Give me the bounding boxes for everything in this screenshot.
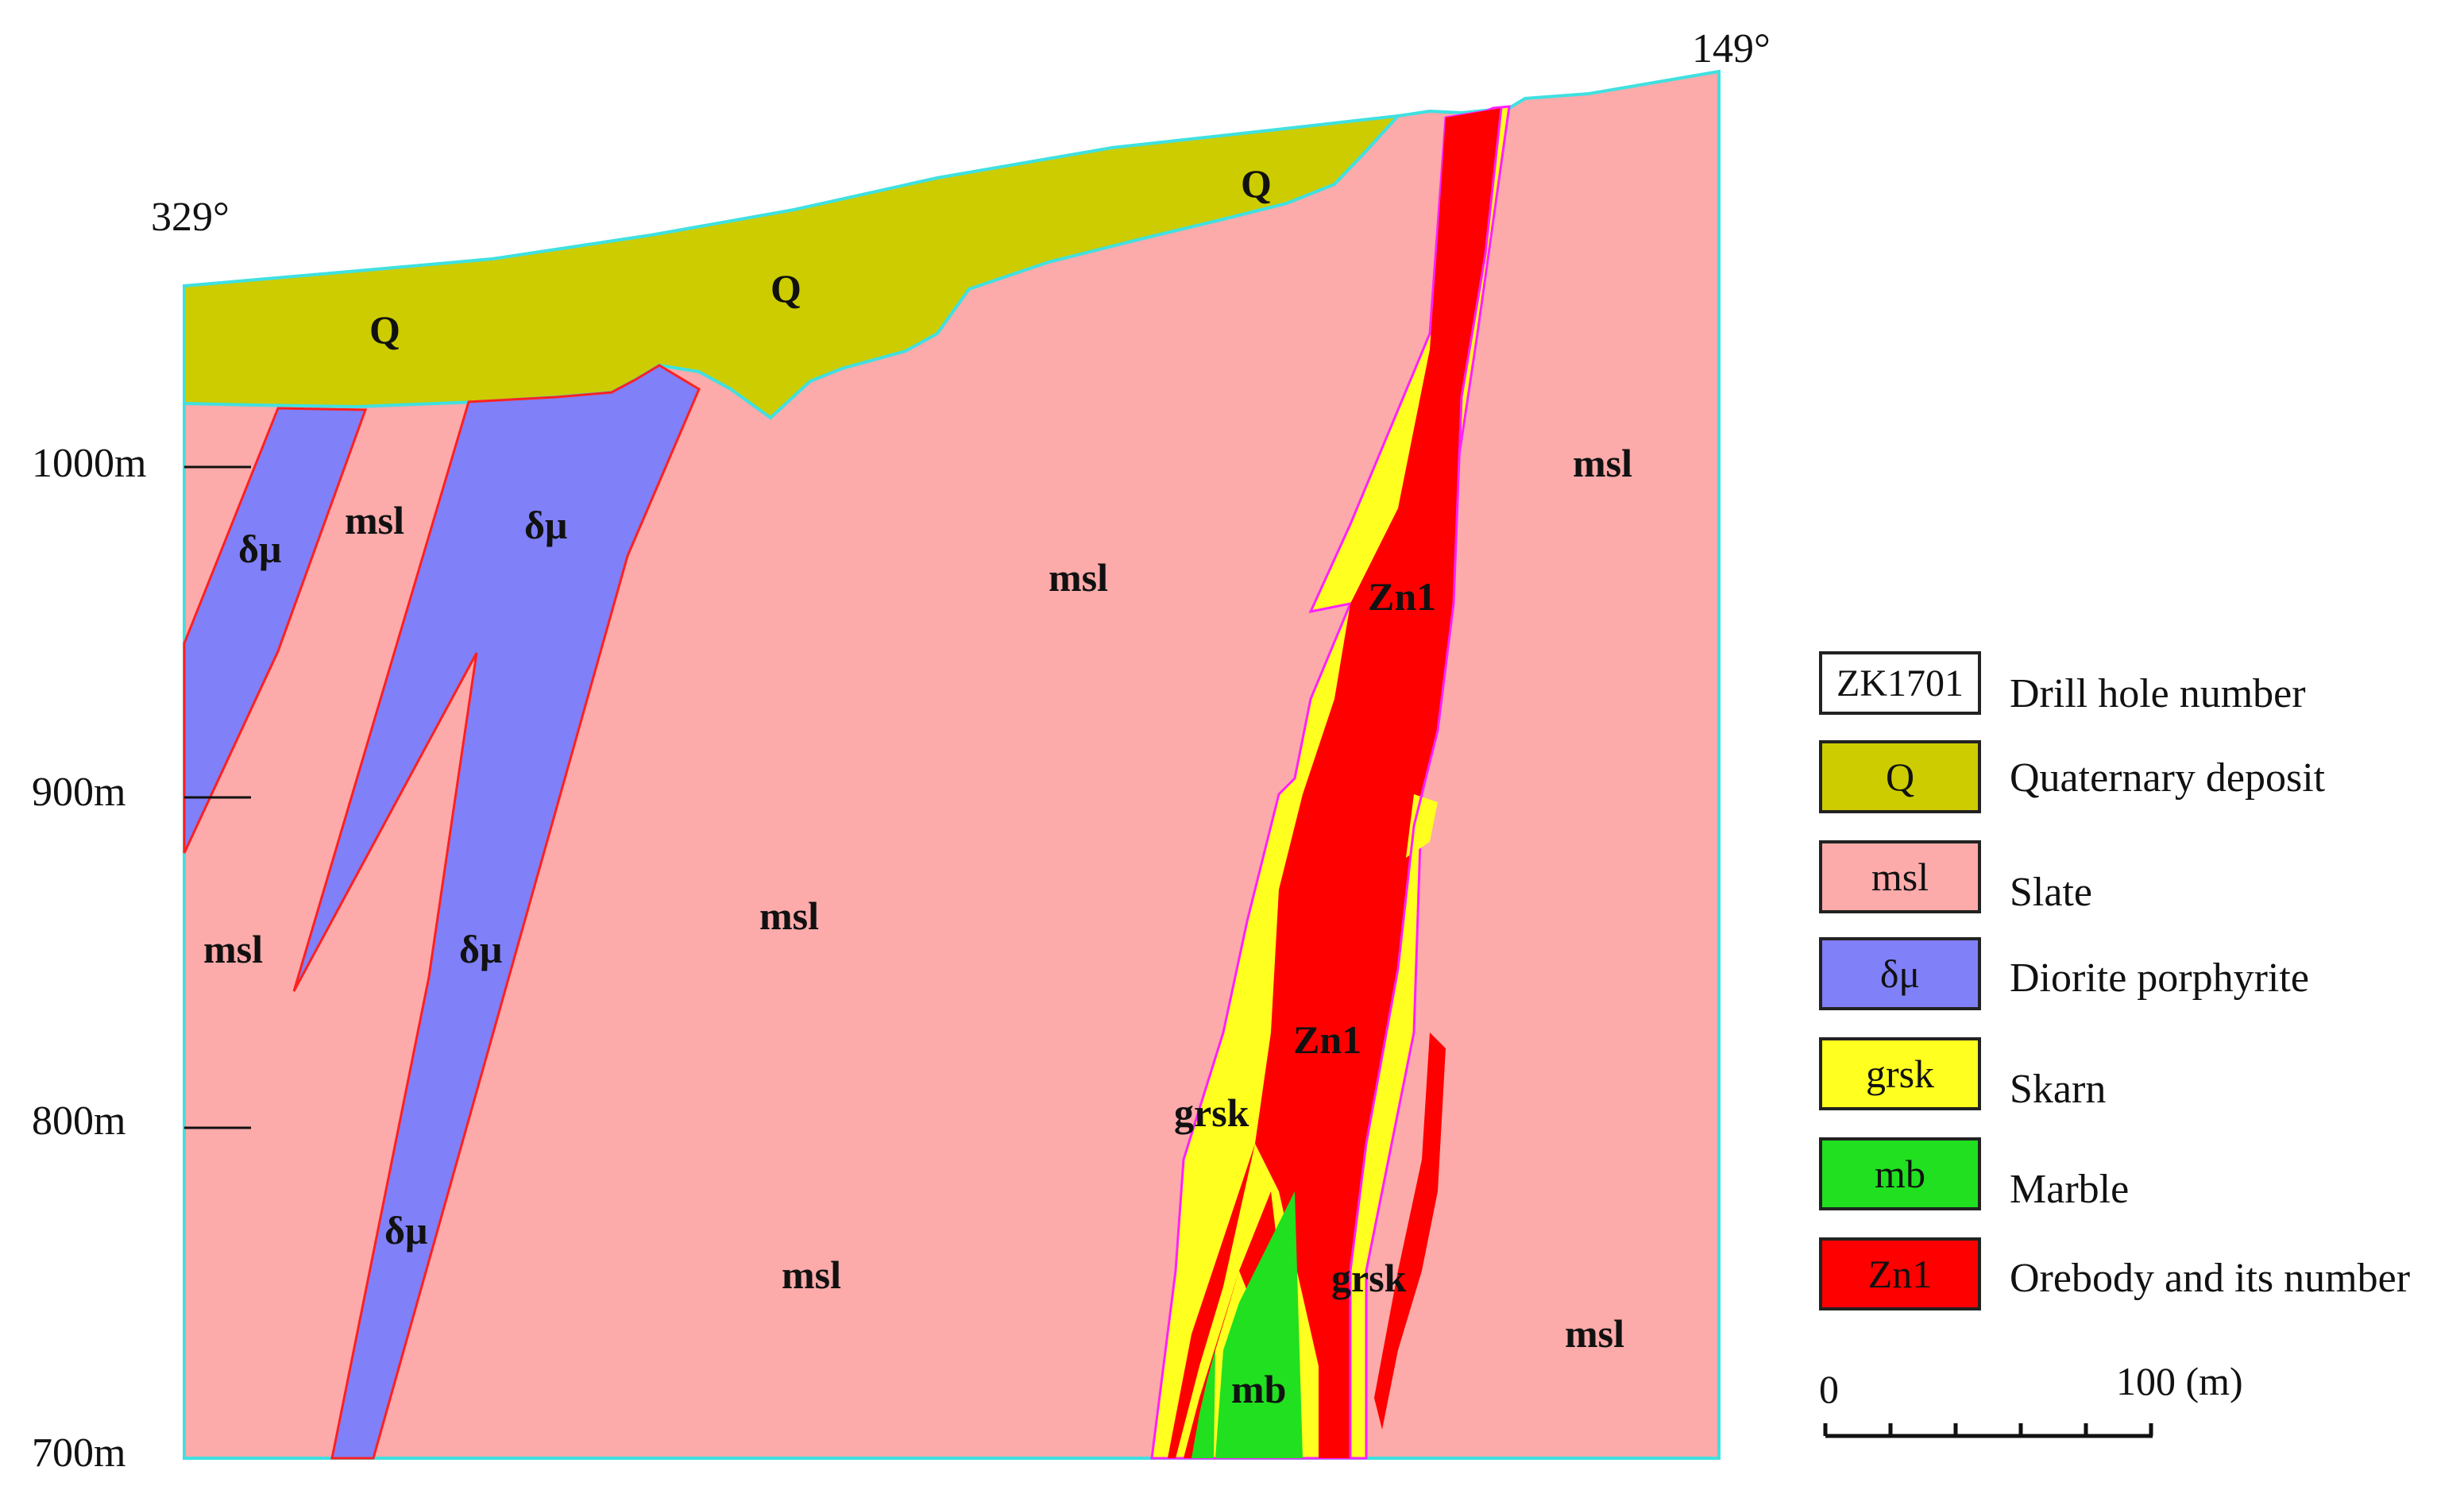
- legend-item-quaternary: Q Quaternary deposit: [1819, 740, 2454, 820]
- unit-label-q: Q: [1241, 161, 1272, 206]
- orebody-pod: [1374, 1032, 1446, 1430]
- legend-text-drill-hole: Drill hole number: [2010, 671, 2306, 716]
- scale-start-label: 0: [1819, 1367, 1839, 1411]
- legend-text-skarn: Skarn: [2010, 1067, 2107, 1112]
- legend-swatch-diorite: δμ: [1819, 937, 1981, 1010]
- unit-label-slate: msl: [782, 1252, 841, 1297]
- marble-body-small: [1191, 1350, 1215, 1458]
- unit-label-slate: msl: [1573, 441, 1632, 485]
- legend-item-drill-hole: ZK1701 Drill hole number: [1819, 651, 2454, 731]
- legend-swatch-slate: msl: [1819, 840, 1981, 913]
- azimuth-right-label: 149°: [1692, 26, 1771, 71]
- legend-item-diorite: δμ Diorite porphyrite: [1819, 937, 2454, 1017]
- diorite-dike-main: [292, 364, 701, 1460]
- unit-label-slate: msl: [345, 498, 404, 542]
- legend-text-slate: Slate: [2010, 870, 2092, 915]
- legend-item-orebody: Zn1 Orebody and its number: [1819, 1237, 2454, 1317]
- unit-label-q: Q: [369, 307, 400, 352]
- unit-label-orebody: Zn1: [1293, 1017, 1361, 1062]
- unit-label-marble: mb: [1231, 1367, 1286, 1411]
- orebody-pod: [1406, 794, 1438, 858]
- unit-label-q: Q: [770, 266, 801, 311]
- elevation-label-700: 700m: [32, 1430, 126, 1476]
- legend-item-skarn: grsk Skarn: [1819, 1037, 2454, 1117]
- unit-label-skarn: grsk: [1331, 1256, 1407, 1300]
- legend-swatch-quaternary: Q: [1819, 740, 1981, 813]
- orebody-zn1: [1168, 108, 1501, 1458]
- legend-swatch-skarn: grsk: [1819, 1037, 1981, 1110]
- unit-label-diorite: δμ: [384, 1208, 427, 1252]
- legend-swatch-drill-hole: ZK1701: [1819, 651, 1981, 715]
- unit-label-slate: msl: [1049, 555, 1108, 600]
- elevation-label-1000: 1000m: [32, 441, 146, 486]
- marble-body: [1215, 1191, 1303, 1458]
- elevation-label-900: 900m: [32, 770, 126, 815]
- legend-text-orebody: Orebody and its number: [2010, 1256, 2411, 1301]
- unit-label-diorite: δμ: [524, 503, 567, 547]
- scale-bar-line: [1823, 1423, 2153, 1438]
- unit-label-diorite: δμ: [238, 527, 281, 571]
- legend-text-marble: Marble: [2010, 1167, 2130, 1212]
- unit-label-slate: msl: [203, 927, 263, 971]
- unit-label-slate: msl: [1565, 1311, 1624, 1356]
- scale-end-label: 100 (m): [2116, 1359, 2243, 1403]
- diorite-dike-left: [183, 407, 368, 854]
- unit-label-orebody: Zn1: [1368, 574, 1436, 619]
- unit-label-skarn: grsk: [1174, 1090, 1249, 1135]
- azimuth-left-label: 329°: [151, 195, 230, 240]
- scale-bar: 0 100 (m): [1819, 1350, 2243, 1453]
- legend-text-diorite: Diorite porphyrite: [2010, 955, 2309, 1001]
- unit-label-diorite: δμ: [459, 927, 502, 971]
- legend-text-quaternary: Quaternary deposit: [2010, 755, 2326, 801]
- legend-item-slate: msl Slate: [1819, 840, 2454, 920]
- elevation-label-800: 800m: [32, 1098, 126, 1144]
- legend-swatch-marble: mb: [1819, 1137, 1981, 1210]
- unit-label-slate: msl: [759, 894, 819, 938]
- contact-line: [1349, 107, 1503, 1458]
- legend-swatch-orebody: Zn1: [1819, 1237, 1981, 1310]
- legend-item-marble: mb Marble: [1819, 1137, 2454, 1217]
